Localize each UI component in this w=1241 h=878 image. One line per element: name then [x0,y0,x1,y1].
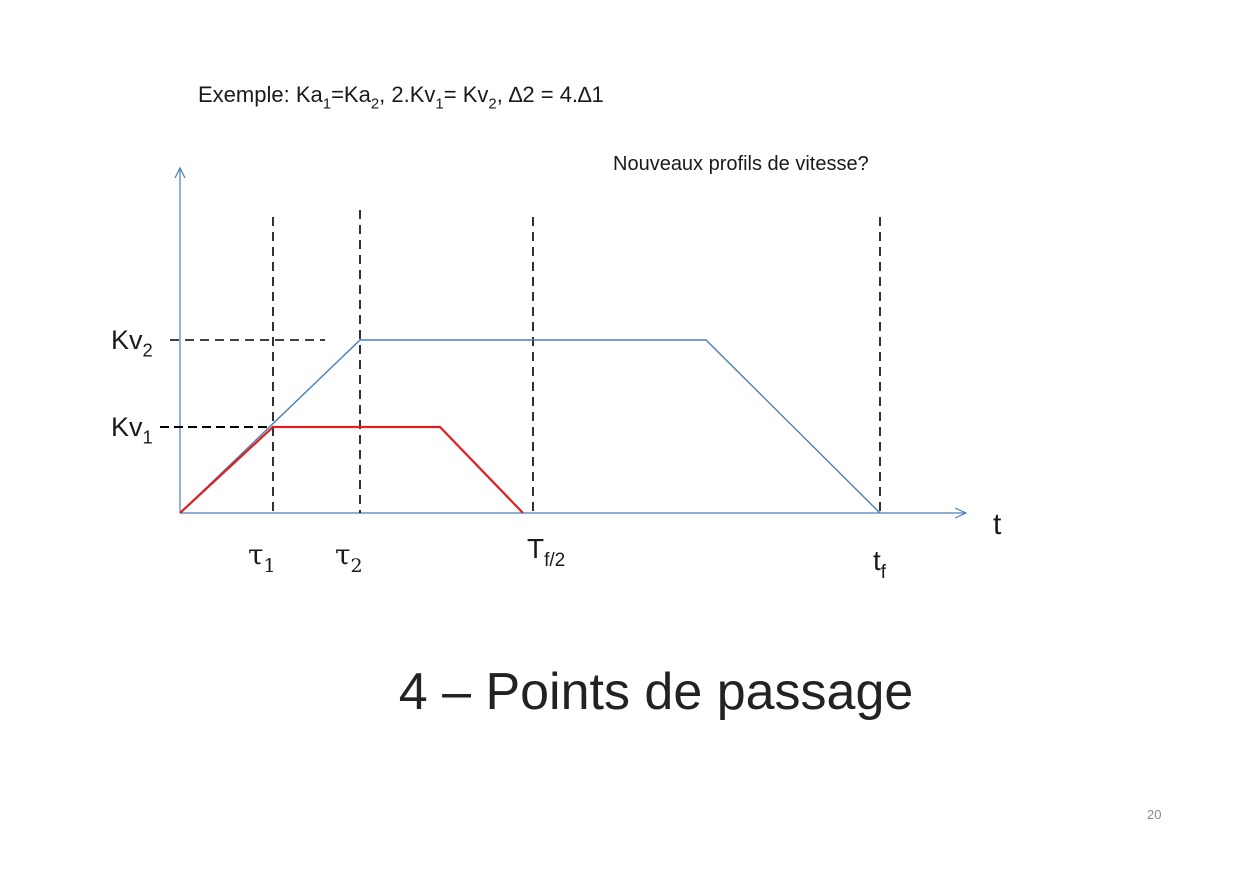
y-axis-arrowhead [174,166,186,179]
example-statement: Exemple: Ka1=Ka2, 2.Kv1= Kv2, ∆2 = 4.∆1 [198,82,604,113]
tf2-label: Tf/2 [527,533,566,571]
slide-title: 4 – Points de passage [398,663,914,721]
velocity-profile-2 [179,339,881,514]
kv1-label: Kv1 [111,412,153,448]
kv2-label: Kv2 [111,325,153,361]
tau2-label: τ2 [335,538,363,577]
tau1-label: τ1 [248,538,276,577]
tf-label: tf [873,545,887,583]
question-text: Nouveaux profils de vitesse? [613,153,869,175]
page-number: 20 [1147,807,1162,822]
velocity-profile-1 [179,425,524,514]
time-axis-label: t [993,508,1002,541]
x-axis-arrowhead [954,507,968,519]
